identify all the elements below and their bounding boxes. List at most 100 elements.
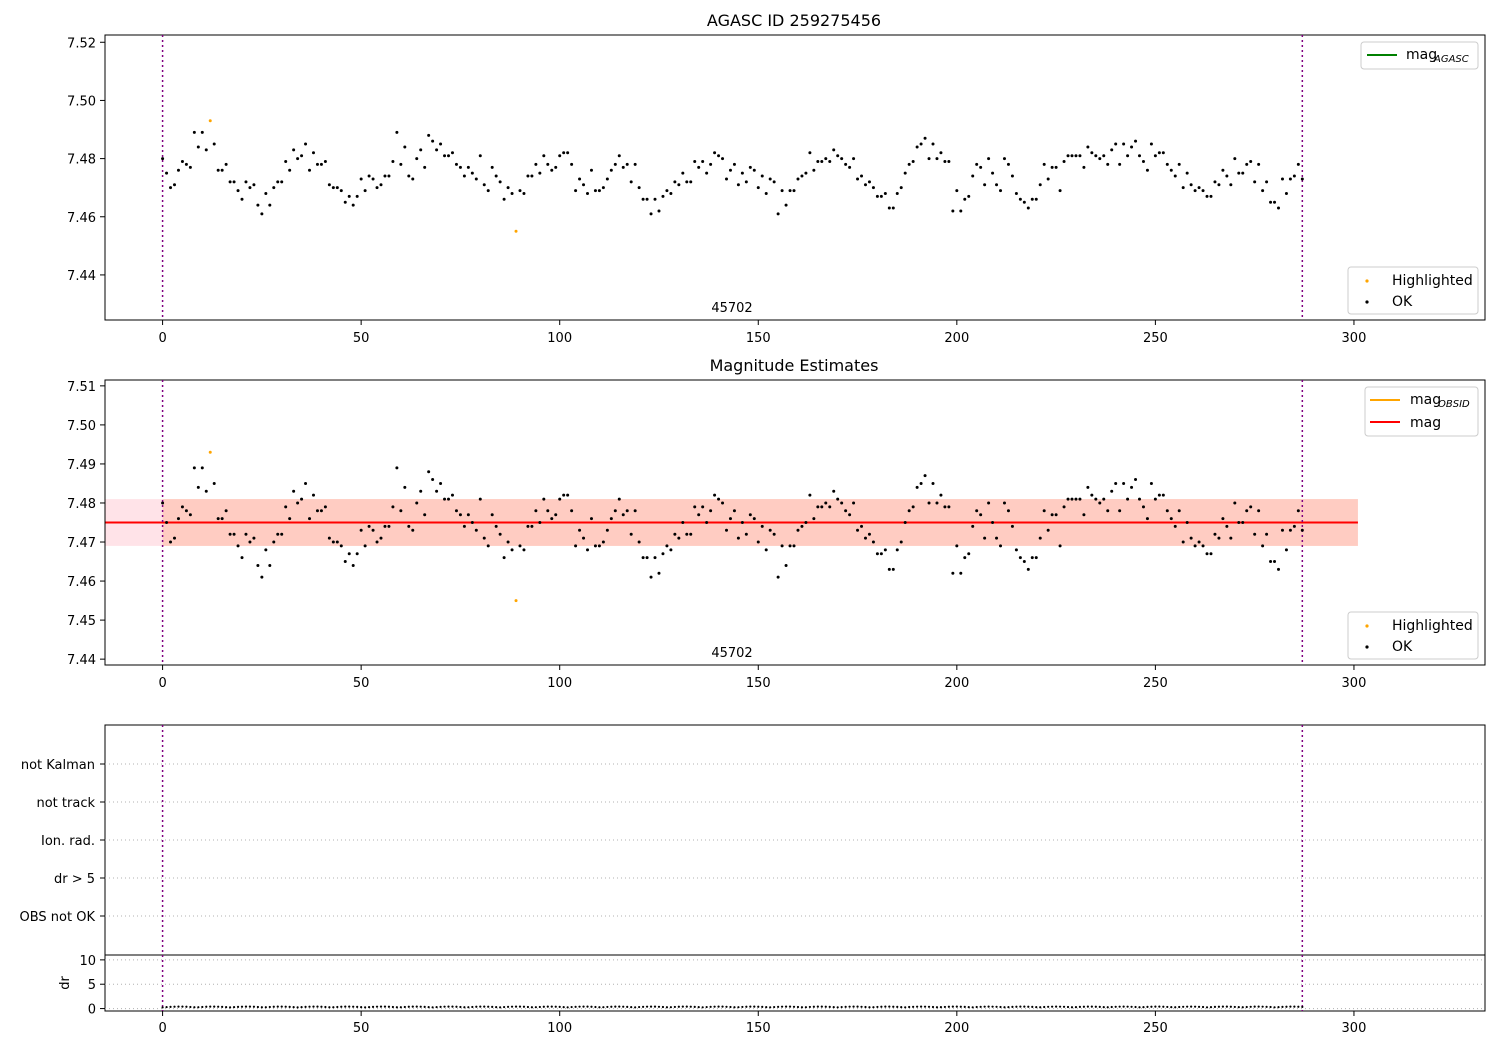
- dr-point: [1066, 1005, 1070, 1009]
- panel4-x-ticks: 0 50 100 150 200 250 300: [158, 1011, 1366, 1036]
- point-ok: [1078, 154, 1082, 158]
- point-ok: [1249, 160, 1253, 164]
- point-ok: [887, 567, 891, 571]
- dr-point: [721, 1005, 724, 1008]
- point-ok: [407, 174, 411, 178]
- point-ok: [236, 544, 240, 548]
- point-ok: [1284, 191, 1288, 195]
- point-ok: [165, 171, 169, 175]
- dr-point: [1035, 1006, 1038, 1009]
- point-ok: [292, 148, 296, 152]
- dr-point: [784, 1005, 788, 1008]
- y-tick-label: 7.47: [67, 536, 96, 551]
- dr-point: [387, 1005, 391, 1008]
- point-ok: [1114, 481, 1118, 485]
- point-ok: [240, 197, 244, 201]
- point-ok: [732, 162, 736, 166]
- dr-point: [856, 1005, 859, 1008]
- point-ok: [1177, 509, 1181, 513]
- dr-point: [542, 1005, 545, 1008]
- dr-point: [1205, 1006, 1209, 1009]
- dr-point: [1086, 1005, 1089, 1008]
- point-ok: [204, 489, 208, 493]
- dr-point: [1102, 1006, 1105, 1009]
- point-ok: [1066, 154, 1070, 158]
- point-ok: [574, 544, 578, 548]
- dr-point: [1023, 1005, 1026, 1008]
- point-ok: [1094, 497, 1098, 501]
- point-ok: [1284, 548, 1288, 552]
- dr-point: [614, 1005, 617, 1008]
- point-ok: [308, 168, 312, 172]
- point-ok: [649, 575, 653, 579]
- x-tick-label: 100: [547, 676, 572, 691]
- point-ok: [860, 524, 864, 528]
- panel1-points: [161, 119, 1304, 233]
- dr-point: [765, 1006, 768, 1009]
- point-ok: [724, 177, 728, 181]
- point-ok: [439, 142, 443, 146]
- dr-point: [165, 1005, 168, 1009]
- point-ok: [601, 186, 605, 190]
- y-tick-label: 0: [88, 1003, 96, 1018]
- point-ok: [161, 157, 165, 161]
- point-ok: [1269, 200, 1273, 204]
- point-ok: [284, 160, 288, 164]
- point-ok: [522, 191, 526, 195]
- point-ok: [296, 501, 300, 505]
- point-ok: [943, 160, 947, 164]
- point-ok: [1145, 517, 1149, 521]
- dr-point: [209, 1005, 212, 1008]
- point-ok: [1090, 493, 1094, 497]
- dr-point: [1289, 1005, 1292, 1008]
- point-ok: [506, 540, 510, 544]
- point-ok: [1292, 524, 1296, 528]
- point-ok: [1042, 509, 1046, 513]
- point-ok: [431, 139, 435, 143]
- point-ok: [987, 157, 991, 161]
- dr-point: [1237, 1006, 1240, 1009]
- point-ok: [339, 189, 343, 193]
- dr-point: [935, 1006, 939, 1009]
- point-ok: [685, 180, 689, 184]
- point-ok: [840, 157, 844, 161]
- point-ok: [625, 509, 629, 513]
- point-ok: [899, 186, 903, 190]
- y-tick-label: 7.49: [67, 458, 96, 473]
- point-ok: [709, 509, 713, 513]
- point-ok: [713, 493, 717, 497]
- point-ok: [474, 177, 478, 181]
- point-ok: [1002, 157, 1006, 161]
- dr-point: [1130, 1005, 1133, 1008]
- panel4-ylabel: dr: [58, 976, 73, 990]
- panel1-legend-ok: OK: [1392, 294, 1413, 310]
- point-ok: [347, 194, 351, 198]
- panel1-legend-highlighted: Highlighted: [1392, 273, 1473, 289]
- x-tick-label: 200: [944, 331, 969, 346]
- point-ok: [971, 524, 975, 528]
- point-ok: [955, 544, 959, 548]
- point-ok: [192, 130, 196, 134]
- panel3-obs-bounds: [161, 725, 1304, 955]
- point-ok: [1265, 180, 1269, 184]
- dr-point: [530, 1006, 534, 1009]
- y-tick-label: 7.48: [67, 153, 96, 168]
- point-ok: [558, 154, 562, 158]
- point-ok: [1249, 505, 1253, 509]
- dr-point: [205, 1005, 208, 1008]
- point-ok: [780, 189, 784, 193]
- panel4-obs-bounds: [161, 955, 1304, 1011]
- dr-point: [1229, 1005, 1232, 1008]
- dr-point: [1277, 1006, 1280, 1009]
- point-ok: [490, 513, 494, 517]
- point-ok: [387, 524, 391, 528]
- point-ok: [1233, 157, 1237, 161]
- panel2-band: [105, 499, 1358, 546]
- dr-point: [1051, 1005, 1054, 1008]
- point-ok: [248, 186, 252, 190]
- panel1-legend-mag-sub: AGASC: [1433, 54, 1469, 65]
- point-ok: [172, 536, 176, 540]
- point-ok: [935, 157, 939, 161]
- dr-point: [554, 1005, 557, 1008]
- y-tick-label: 7.44: [67, 269, 96, 284]
